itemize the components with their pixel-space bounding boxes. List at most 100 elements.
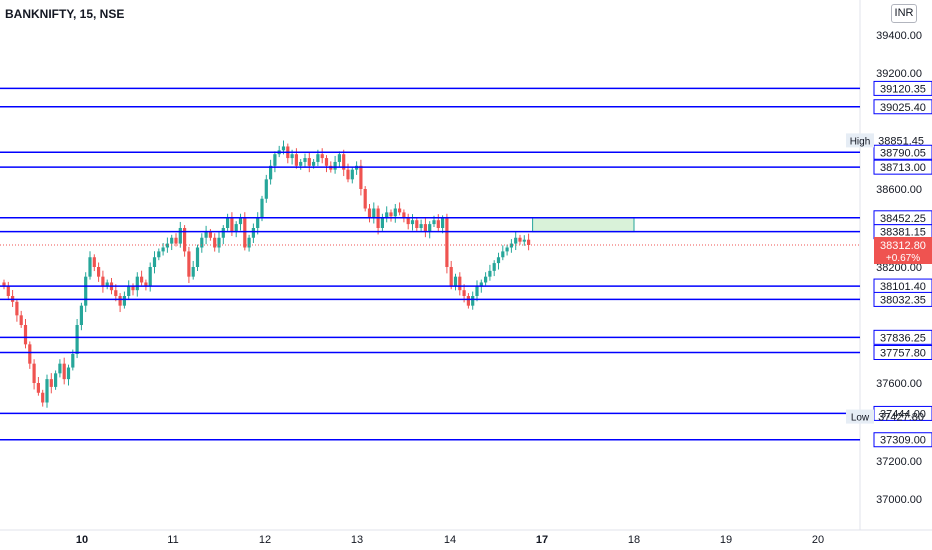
candle-body [152,257,157,267]
candle-body [419,224,423,228]
y-tick-label: 39200.00 [876,68,922,80]
symbol-title: BANKNIFTY, 15, NSE [5,7,125,21]
candle-body [230,218,234,232]
candle-body [2,282,6,287]
candle-body [221,228,225,238]
candle-body [92,257,96,267]
y-tick-label: 39400.00 [876,30,922,42]
level-tag-label: 37444.00 [880,408,926,420]
candle-body [213,237,217,248]
level-tag [873,344,932,360]
candle-body [389,212,393,217]
x-tick-label: 17 [536,534,548,546]
candle-body [178,228,182,244]
candle-body [312,161,316,166]
candle-body [23,325,28,345]
candle-body [66,367,71,380]
candle-body [148,267,152,287]
candle-body [393,208,397,217]
candle-body [307,158,311,166]
candle-body [299,161,303,166]
candle-body [363,189,367,209]
candle-body [234,224,238,232]
candle-body [406,218,410,225]
candle-body [436,220,440,228]
candle-body [260,198,264,219]
candle-body [367,208,372,219]
candle-body [140,276,144,283]
high-value: 38851.45 [878,135,924,147]
candle-body [144,282,148,287]
last-price-value: 38312.80 [880,240,926,252]
candle-body [380,218,384,228]
candle-body [161,247,165,252]
level-tag-label: 38713.00 [880,162,926,174]
candle-body [195,247,200,267]
candle-body [496,257,501,264]
candle-body [58,363,62,374]
candle-body [79,305,83,325]
level-tag-label: 38381.15 [880,227,926,239]
y-tick-label: 38600.00 [876,184,922,196]
candle-body [32,363,36,383]
candle-body [122,296,126,306]
level-tag-label: 38032.35 [880,294,926,306]
level-tag [873,432,932,448]
x-tick-label: 20 [812,534,824,546]
candle-body [428,224,432,232]
candle-body [84,276,88,306]
candle-body [484,276,488,283]
candle-body [183,228,187,252]
candle-body [445,218,449,267]
candle-body [157,251,161,258]
candle-body [131,286,135,291]
candle-body [264,179,268,199]
candle-body [385,212,389,219]
candle-body [75,325,79,354]
candle-body [243,218,247,248]
candle-body [97,267,101,277]
candle-body [127,286,131,296]
candles-layer [0,140,860,408]
candle-body [320,154,324,159]
currency-button[interactable]: INR [891,4,917,23]
candle-body [449,267,453,287]
candle-body [238,218,243,225]
candle-body [337,154,341,162]
level-tag-label: 38452.25 [880,213,926,225]
high-label: High [850,136,871,147]
level-tag-label: 38790.05 [880,147,926,159]
level-tag [873,291,932,307]
candle-body [333,161,337,170]
x-tick-label: 18 [628,534,640,546]
candle-body [501,251,505,258]
last-price-change: +0.67% [886,253,920,264]
candle-body [273,154,277,166]
low-tag [846,409,874,424]
supply-zone [532,217,635,233]
candle-body [518,237,522,242]
time-axis[interactable]: 10 11 12 13 14 17 18 19 20 [76,534,824,546]
candle-body [324,158,329,166]
candle-body [303,158,307,162]
candle-body [45,379,49,403]
candle-body [458,276,462,291]
candle-body [28,344,32,364]
candle-body [415,220,419,228]
candle-body [466,296,470,306]
candle-body [509,243,513,248]
candle-body [471,296,475,306]
price-axis[interactable]: 39400.00 39200.00 38600.00 38200.00 37600.00… [846,30,932,506]
candle-body [36,383,40,393]
candle-body [522,239,526,242]
candle-body [281,146,286,151]
level-tag [873,329,932,345]
candle-body [441,218,445,228]
y-tick-label: 37200.00 [876,456,922,468]
candle-body [410,220,415,225]
candle-body [316,154,320,162]
candle-body [101,276,105,287]
x-tick-label: 19 [720,534,732,546]
candle-body [208,231,212,238]
